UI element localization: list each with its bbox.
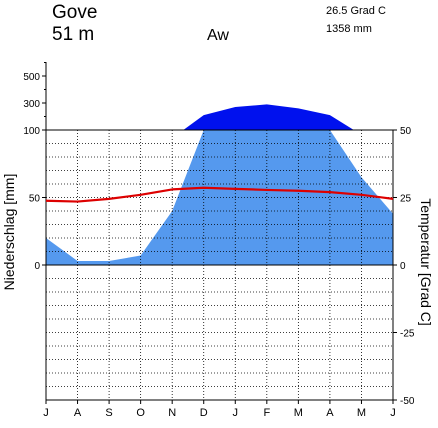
left-axis-label: Niederschlag [mm]: [1, 174, 17, 291]
left-upper-tick-label: 500: [23, 72, 40, 83]
month-label: J: [390, 407, 396, 419]
mean-temperature: 26.5 Grad C: [326, 5, 386, 17]
annual-precipitation: 1358 mm: [326, 23, 372, 35]
month-label: M: [294, 407, 303, 419]
month-label: D: [200, 407, 208, 419]
month-label: J: [233, 407, 239, 419]
station-name: Gove: [52, 2, 97, 23]
perhumid-area: [183, 104, 354, 130]
axes: [42, 62, 397, 404]
left-tick-label: 100: [23, 126, 40, 137]
right-tick-label: -25: [400, 329, 415, 340]
humid-area: [46, 130, 393, 265]
month-label: J: [43, 407, 49, 419]
right-tick-label: 0: [400, 261, 406, 272]
month-label: M: [357, 407, 366, 419]
month-label: A: [326, 407, 334, 419]
month-label: N: [168, 407, 176, 419]
month-label: S: [105, 407, 112, 419]
right-tick-labels: 50 25 0 -25 -50: [400, 126, 415, 407]
month-label: A: [74, 407, 82, 419]
temperature-line: [45, 186, 394, 203]
month-label: O: [136, 407, 145, 419]
right-tick-label: 25: [400, 194, 412, 205]
right-tick-label: -50: [400, 396, 415, 407]
left-upper-tick-label: 300: [23, 99, 40, 110]
right-tick-label: 50: [400, 126, 412, 137]
month-label: F: [263, 407, 270, 419]
right-axis-label: Temperatur [Grad C]: [418, 198, 434, 326]
climate-class: Aw: [207, 27, 229, 44]
left-tick-label: 50: [29, 194, 41, 205]
left-tick-label: 0: [34, 261, 40, 272]
station-elevation: 51 m: [52, 24, 94, 45]
